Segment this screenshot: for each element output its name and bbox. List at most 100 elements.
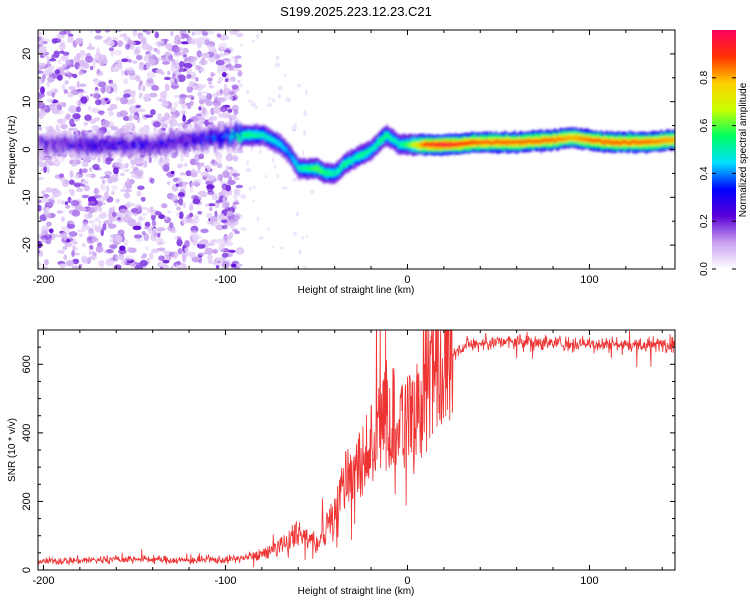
ridge-cell — [234, 133, 237, 138]
noise-speckle — [169, 222, 174, 229]
ridge-cell — [164, 144, 167, 148]
noise-speckle — [81, 168, 88, 174]
noise-speckle — [185, 170, 192, 177]
ridge-cell — [420, 141, 422, 146]
ridge-cell — [116, 141, 119, 153]
ridge-cell — [485, 140, 488, 144]
noise-speckle — [62, 51, 70, 56]
ridge-cell — [79, 140, 82, 149]
noise-speckle — [119, 33, 125, 38]
noise-speckle — [128, 90, 137, 95]
noise-speckle — [115, 96, 122, 101]
ridge-cell — [574, 135, 576, 140]
noise-speckle — [274, 163, 277, 169]
ridge-cell — [354, 156, 357, 160]
ridge-cell — [432, 141, 434, 146]
noise-speckle — [232, 104, 239, 112]
ridge-cell — [169, 127, 171, 143]
ridge-cell — [365, 151, 368, 155]
snr-line — [38, 330, 675, 568]
noise-speckle — [113, 85, 118, 94]
x-tick-label: 100 — [580, 575, 598, 587]
noise-speckle — [38, 176, 45, 181]
ridge-cell — [67, 147, 70, 151]
ridge-cell — [207, 134, 209, 140]
noise-speckle — [217, 97, 227, 103]
ridge-cell — [386, 132, 388, 137]
ridge-cell — [514, 140, 516, 145]
ridge-cell — [315, 166, 318, 170]
noise-speckle — [85, 173, 92, 178]
ridge-cell — [529, 139, 532, 143]
ridge-cell — [200, 135, 203, 147]
ridge-cell — [432, 141, 434, 150]
noise-speckle — [264, 174, 268, 178]
ridge-cell — [78, 133, 81, 143]
noise-speckle — [176, 238, 183, 247]
noise-speckle — [89, 255, 97, 260]
ridge-cell — [164, 139, 167, 158]
noise-speckle — [87, 220, 95, 224]
ridge-cell — [160, 139, 162, 145]
ridge-cell — [246, 132, 249, 137]
ridge-cell — [194, 135, 196, 142]
noise-speckle — [272, 98, 276, 103]
noise-speckle — [221, 71, 227, 78]
noise-speckle — [143, 160, 148, 168]
ridge-cell — [81, 141, 84, 152]
ridge-cell — [67, 138, 70, 148]
ridge-cell — [97, 144, 99, 149]
ridge-cell — [81, 140, 84, 144]
noise-speckle — [132, 60, 138, 64]
ridge-cell — [65, 136, 67, 147]
noise-speckle — [182, 255, 187, 263]
ridge-cell — [504, 140, 506, 145]
ridge-cell — [195, 135, 197, 140]
ridge-cell — [409, 143, 411, 147]
ridge-cell — [177, 139, 180, 143]
noise-speckle — [133, 48, 140, 56]
noise-speckle — [245, 90, 250, 95]
ridge-cell — [639, 140, 642, 145]
noise-speckle — [138, 83, 142, 91]
ridge-cell — [587, 138, 589, 142]
ridge-cell — [629, 140, 632, 145]
ridge-cell — [231, 135, 233, 142]
ridge-cell — [107, 143, 110, 147]
noise-speckle — [78, 233, 84, 237]
ridge-cell — [356, 154, 359, 158]
ridge-cell — [474, 140, 477, 145]
noise-speckle — [97, 220, 102, 226]
ridge-cell — [264, 134, 266, 138]
noise-speckle — [113, 49, 122, 56]
noise-speckle — [162, 250, 172, 254]
ridge-cell — [466, 141, 468, 146]
ridge-cell — [124, 139, 126, 148]
ridge-cell — [306, 166, 309, 171]
noise-speckle — [149, 206, 154, 213]
ridge-cell — [58, 140, 61, 147]
noise-speckle — [161, 90, 168, 99]
ridge-cell — [181, 136, 183, 142]
noise-speckle — [206, 184, 215, 190]
noise-speckle — [126, 202, 130, 209]
ridge-cell — [502, 141, 504, 145]
noise-speckle — [145, 246, 149, 250]
noise-speckle — [38, 36, 42, 42]
ridge-cell — [399, 143, 402, 147]
noise-speckle — [132, 225, 142, 231]
ridge-cell — [74, 136, 76, 152]
ridge-cell — [455, 141, 457, 146]
noise-speckle — [193, 181, 200, 188]
ridge-cell — [238, 131, 241, 141]
noise-speckle — [123, 238, 129, 247]
noise-speckle — [104, 174, 111, 179]
ridge-cell — [585, 137, 587, 141]
ridge-cell — [139, 144, 142, 152]
noise-speckle — [89, 65, 94, 71]
ridge-cell — [284, 147, 287, 151]
noise-speckle — [104, 97, 109, 102]
noise-speckle — [186, 67, 192, 76]
ridge-cell — [313, 165, 315, 170]
noise-speckle — [218, 42, 227, 51]
